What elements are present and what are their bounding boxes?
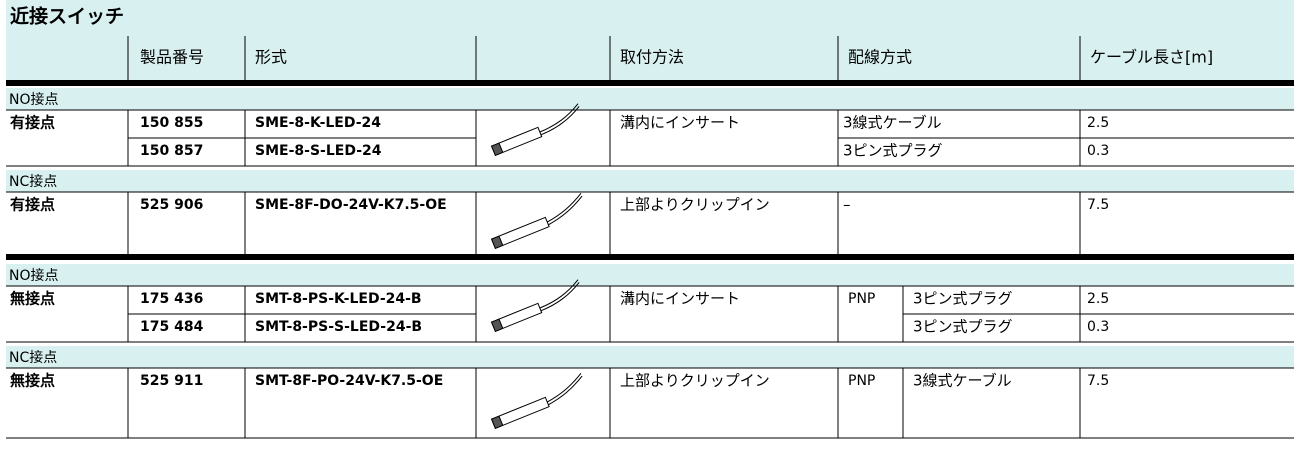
output-type: PNP xyxy=(848,373,875,389)
part-number: 525 906 xyxy=(140,197,203,213)
cable-length: 0.3 xyxy=(1087,143,1109,159)
cable-length: 7.5 xyxy=(1087,197,1109,213)
sensor-tip xyxy=(490,235,504,250)
type-code: SME-8-S-LED-24 xyxy=(255,143,382,159)
contact-type: 無接点 xyxy=(10,290,55,308)
section-label: NO接点 xyxy=(9,91,59,108)
wiring: 3ピン式プラグ xyxy=(913,290,1013,308)
section-band xyxy=(6,346,1294,368)
section-label: NO接点 xyxy=(9,267,59,284)
part-number: 525 911 xyxy=(140,373,203,389)
column-header: ケーブル長さ[m] xyxy=(1090,48,1213,67)
section-band xyxy=(6,170,1294,192)
output-type: PNP xyxy=(848,291,875,307)
section-band xyxy=(6,264,1294,286)
sensor-tip xyxy=(490,142,504,157)
column-header: 形式 xyxy=(255,48,287,67)
sensor-tip xyxy=(490,415,504,430)
sensor-cable xyxy=(539,279,579,309)
sensor-cable-edge xyxy=(540,106,580,136)
cable-length: 2.5 xyxy=(1087,291,1109,307)
sensor-cable xyxy=(539,103,579,133)
mounting: 溝内にインサート xyxy=(620,290,740,308)
sensor-cable-edge xyxy=(540,282,580,312)
column-header: 製品番号 xyxy=(140,48,204,67)
sensor-icon xyxy=(490,279,580,333)
type-code: SMT-8-PS-S-LED-24-B xyxy=(255,319,422,335)
sensor-icon xyxy=(490,372,583,430)
table-title: 近接スイッチ xyxy=(10,6,124,28)
type-code: SMT-8F-PO-24V-K7.5-OE xyxy=(255,373,443,389)
type-code: SME-8F-DO-24V-K7.5-OE xyxy=(255,197,447,213)
contact-type: 有接点 xyxy=(10,114,55,132)
mounting: 上部よりクリップイン xyxy=(620,372,770,390)
type-code: SMT-8-PS-K-LED-24-B xyxy=(255,291,422,307)
contact-type: 無接点 xyxy=(10,372,55,390)
sensor-icon xyxy=(490,192,583,250)
section-label: NC接点 xyxy=(9,349,57,366)
column-header: 取付方法 xyxy=(620,48,684,67)
wiring: – xyxy=(843,196,851,214)
header-band xyxy=(6,0,1294,80)
section-band xyxy=(6,88,1294,110)
type-code: SME-8-K-LED-24 xyxy=(255,115,381,131)
cable-length: 2.5 xyxy=(1087,115,1109,131)
wiring: 3線式ケーブル xyxy=(843,114,942,132)
mounting: 上部よりクリップイン xyxy=(620,196,770,214)
part-number: 175 436 xyxy=(140,291,203,307)
sensor-cable xyxy=(547,372,582,403)
part-number: 175 484 xyxy=(140,319,204,335)
wiring: 3線式ケーブル xyxy=(913,372,1012,390)
wiring: 3ピン式プラグ xyxy=(913,318,1013,336)
wiring: 3ピン式プラグ xyxy=(843,142,943,160)
cable-length: 7.5 xyxy=(1087,373,1109,389)
section-label: NC接点 xyxy=(9,173,57,190)
mounting: 溝内にインサート xyxy=(620,114,740,132)
part-number: 150 855 xyxy=(140,115,203,131)
column-header: 配線方式 xyxy=(848,48,912,67)
sensor-cable-edge xyxy=(548,195,583,226)
sensor-tip xyxy=(490,318,504,333)
contact-type: 有接点 xyxy=(10,196,55,214)
sensor-icon xyxy=(490,103,580,157)
sensor-cable xyxy=(547,192,582,223)
sensor-cable-edge xyxy=(548,375,583,406)
cable-length: 0.3 xyxy=(1087,319,1109,335)
part-number: 150 857 xyxy=(140,143,203,159)
